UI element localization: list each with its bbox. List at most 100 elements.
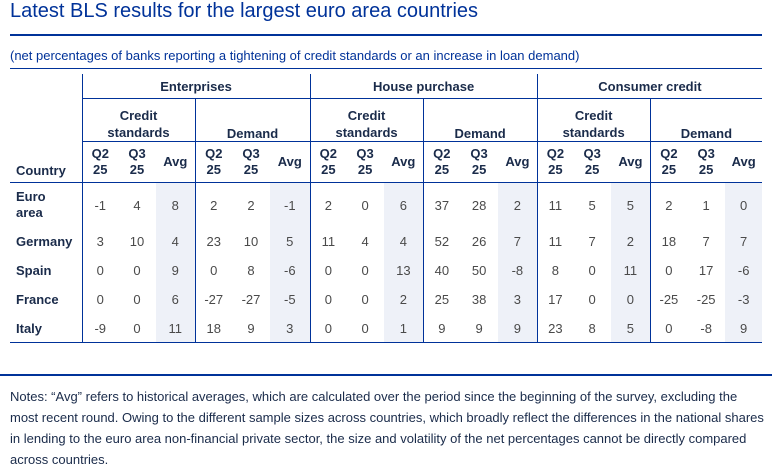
value-cell: 8	[156, 182, 195, 227]
value-cell: -27	[241, 292, 261, 307]
subgroup-header: Credit standards	[309, 98, 424, 142]
group-header: Consumer credit	[536, 74, 763, 99]
value-cell: -9	[81, 314, 118, 343]
value-cell: 0	[588, 292, 596, 307]
period-header: Q2 25	[81, 141, 118, 183]
value-cell: 9	[247, 321, 255, 336]
table-row: Italy -9 0 11 18 9 3 0 0 1 9 9 9 23 8 5 0 -8 9	[10, 314, 763, 343]
value-cell: 38	[471, 292, 487, 307]
value-cell: 11	[536, 227, 574, 256]
value-cell: -25	[696, 292, 716, 307]
value-cell: -27	[194, 285, 232, 314]
value-cell: 4	[156, 227, 195, 256]
value-cell: 17	[536, 285, 574, 314]
value-cell: 4	[384, 227, 424, 256]
value-cell: 11	[156, 314, 195, 343]
value-cell: 2	[611, 227, 651, 256]
period-header: Q2 25	[194, 141, 232, 183]
period-header: Avg	[156, 141, 195, 183]
value-cell: 11	[309, 227, 347, 256]
page-title: Latest BLS results for the largest euro …	[10, 0, 479, 22]
period-header: Q3 25	[687, 141, 726, 183]
value-cell: 5	[611, 182, 651, 227]
value-cell: 50	[471, 263, 487, 278]
table-row: Euro area -1 4 8 2 2 -1 2 0 6 37 28 2 11 5 5 2 1 0	[10, 182, 763, 227]
value-cell: 0	[133, 263, 141, 278]
value-cell: 9	[498, 314, 538, 343]
value-cell: 1	[384, 314, 424, 343]
value-cell: 7	[588, 234, 596, 249]
table-row: France 0 0 6 -27 -27 -5 0 0 2 25 38 3 17 0 0 -25 -25 -3	[10, 285, 763, 314]
period-header: Q3 25	[346, 141, 385, 183]
value-cell: 0	[361, 263, 369, 278]
value-cell: 17	[698, 263, 714, 278]
value-cell: 23	[194, 227, 232, 256]
value-cell: 0	[309, 256, 347, 285]
value-cell: -1	[81, 182, 118, 227]
notes: Notes: “Avg” refers to historical averag…	[10, 389, 764, 467]
value-cell: -3	[725, 285, 763, 314]
value-cell: 0	[81, 256, 118, 285]
period-header: Q2 25	[536, 141, 574, 183]
notes-rule	[0, 374, 772, 376]
value-cell: 6	[156, 285, 195, 314]
value-cell: 0	[588, 263, 596, 278]
value-cell: -6	[270, 256, 311, 285]
value-cell: 52	[422, 227, 461, 256]
country-cell: Italy	[16, 320, 43, 336]
value-cell: 11	[536, 182, 574, 227]
value-cell: 0	[81, 285, 118, 314]
value-cell: 18	[649, 227, 688, 256]
value-cell: 0	[649, 256, 688, 285]
value-cell: 5	[611, 314, 651, 343]
value-cell: 3	[270, 314, 311, 343]
value-cell: 0	[309, 314, 347, 343]
value-cell: 26	[471, 234, 487, 249]
value-cell: 5	[588, 197, 596, 213]
value-cell: 1	[702, 197, 710, 213]
value-cell: -25	[649, 285, 688, 314]
subgroup-header: Credit standards	[536, 98, 651, 142]
value-cell: 18	[194, 314, 232, 343]
value-cell: 2	[649, 182, 688, 227]
value-cell: 9	[156, 256, 195, 285]
value-cell: 4	[133, 197, 141, 213]
value-cell: -6	[725, 256, 763, 285]
value-cell: 9	[475, 321, 483, 336]
value-cell: 0	[194, 256, 232, 285]
period-header: Q3 25	[118, 141, 156, 183]
table-row: Spain 0 0 9 0 8 -6 0 0 13 40 50 -8 8 0 11 0 17 -6	[10, 256, 763, 285]
value-cell: 3	[81, 227, 118, 256]
country-cell: Euro area	[16, 189, 46, 220]
subgroup-header: Demand	[422, 98, 538, 142]
value-cell: -5	[270, 285, 311, 314]
subgroup-header: Credit standards	[81, 98, 195, 142]
value-cell: 2	[194, 182, 232, 227]
period-header: Q3 25	[232, 141, 270, 183]
value-cell: 9	[725, 314, 763, 343]
value-cell: 28	[471, 197, 487, 213]
table-row: Germany 3 10 4 23 10 5 11 4 4 52 26 7 11 7 2 18 7 7	[10, 227, 763, 256]
value-cell: 0	[309, 285, 347, 314]
value-cell: 8	[247, 263, 255, 278]
value-cell: 0	[361, 321, 369, 336]
value-cell: 5	[270, 227, 311, 256]
value-cell: 10	[243, 234, 259, 249]
period-header: Q2 25	[422, 141, 461, 183]
bls-results-table: Country Enterprises House purchase Consu…	[10, 74, 763, 343]
value-cell: 11	[611, 256, 651, 285]
table-bottom-rule	[10, 342, 762, 343]
value-cell: 9	[422, 314, 461, 343]
value-cell: 10	[129, 234, 145, 249]
period-header: Avg	[611, 141, 651, 183]
value-cell: 0	[133, 321, 141, 336]
subtitle-rule	[10, 68, 762, 69]
period-header: Avg	[270, 141, 311, 183]
country-cell: Germany	[16, 233, 73, 249]
subtitle: (net percentages of banks reporting a ti…	[10, 48, 580, 63]
value-cell: 0	[649, 314, 688, 343]
value-cell: 6	[384, 182, 424, 227]
value-cell: 0	[725, 182, 763, 227]
period-header: Q3 25	[573, 141, 612, 183]
value-cell: 0	[611, 285, 651, 314]
